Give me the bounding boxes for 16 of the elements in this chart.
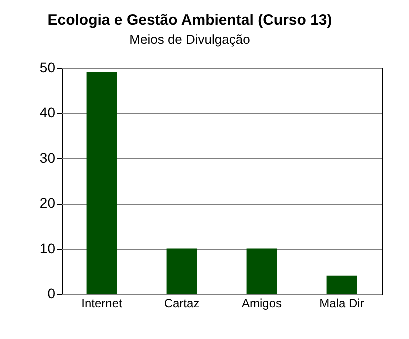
bar bbox=[326, 276, 358, 294]
y-tick-label: 40 bbox=[40, 104, 56, 121]
x-tick-label: Internet bbox=[82, 296, 124, 310]
bar bbox=[166, 248, 198, 294]
bar bbox=[246, 248, 278, 294]
x-tick-label: Mala Dir bbox=[320, 296, 364, 310]
y-tick-label: 10 bbox=[40, 240, 56, 256]
bar bbox=[86, 72, 118, 294]
chart-title: Ecologia e Gestão Ambiental (Curso 13) bbox=[48, 12, 332, 29]
y-tick-label: 50 bbox=[40, 60, 56, 76]
y-tick-label: 0 bbox=[48, 286, 56, 302]
x-tick-label: Cartaz bbox=[164, 296, 200, 310]
chart-subtitle: Meios de Divulgação bbox=[130, 32, 250, 47]
y-tick-label: 20 bbox=[40, 195, 56, 212]
y-tick-label: 30 bbox=[40, 150, 56, 166]
x-tick-label: Amigos bbox=[242, 296, 282, 310]
